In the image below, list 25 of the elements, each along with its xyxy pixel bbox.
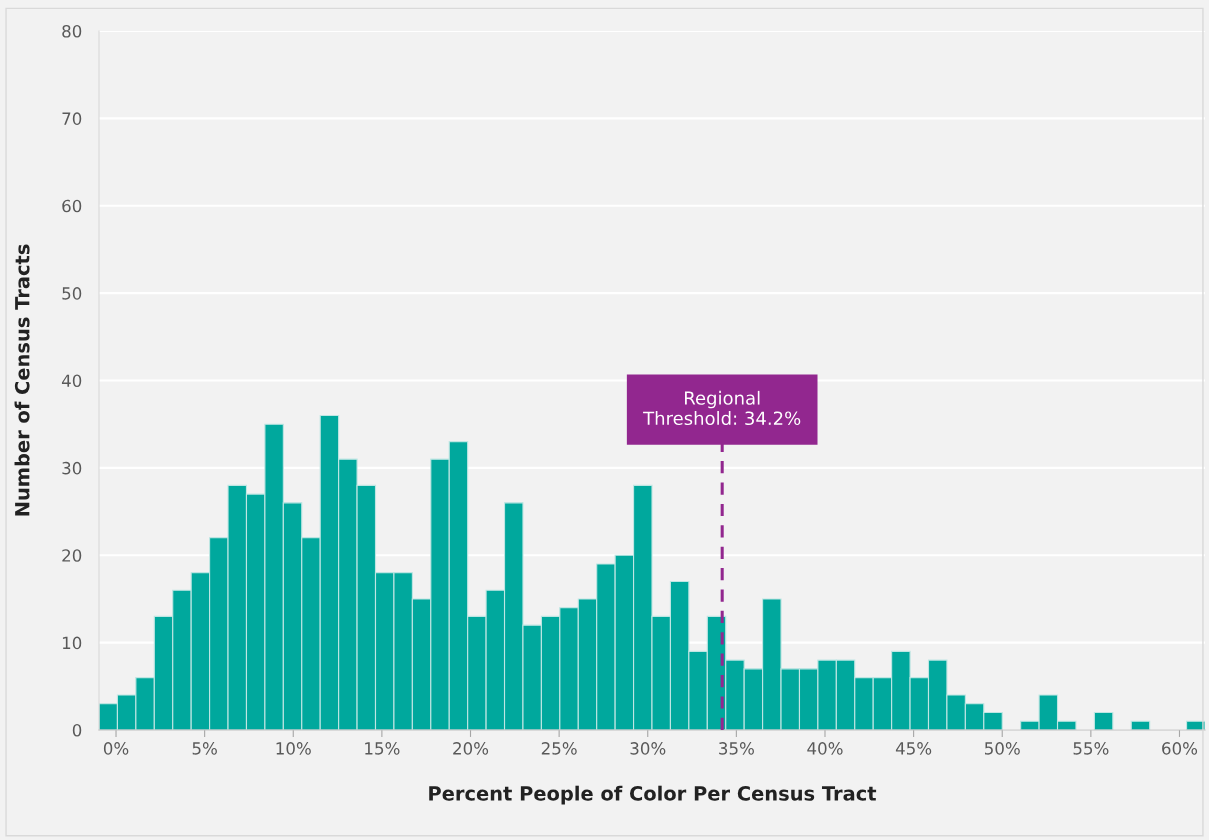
y-tick-label: 80	[62, 24, 82, 38]
y-tick-label: 40	[61, 374, 82, 388]
y-tick-label: 70	[62, 112, 82, 125]
x-tick-label: 25%	[541, 742, 577, 755]
x-tick-label: 45%	[895, 742, 932, 755]
x-tick-label: 5%	[192, 742, 217, 755]
x-axis-title: Percent People of Color Per Census Tract	[429, 785, 877, 805]
y-tick-label: 0	[72, 723, 82, 737]
y-tick-label: 10	[62, 636, 82, 650]
x-tick-label: 15%	[365, 742, 400, 755]
y-axis-title: Number of Census Tracts	[14, 244, 30, 516]
x-tick-label: 10%	[276, 742, 311, 755]
ref-line-label: Regional Threshold: 34.2%	[643, 390, 801, 426]
y-tick-label: 30	[62, 461, 82, 475]
y-tick-label: 50	[62, 287, 82, 300]
x-tick-label: 20%	[453, 742, 489, 755]
x-tick-label: 55%	[1073, 742, 1109, 755]
x-tick-label: 0%	[103, 742, 129, 755]
x-tick-label: 60%	[1162, 742, 1198, 755]
x-tick-label: 35%	[719, 742, 754, 755]
y-tick-label: 20	[62, 549, 82, 562]
y-tick-label: 60	[62, 199, 82, 213]
x-tick-label: 30%	[630, 742, 666, 755]
x-tick-label: 40%	[807, 742, 843, 755]
x-tick-label: 50%	[985, 742, 1020, 755]
